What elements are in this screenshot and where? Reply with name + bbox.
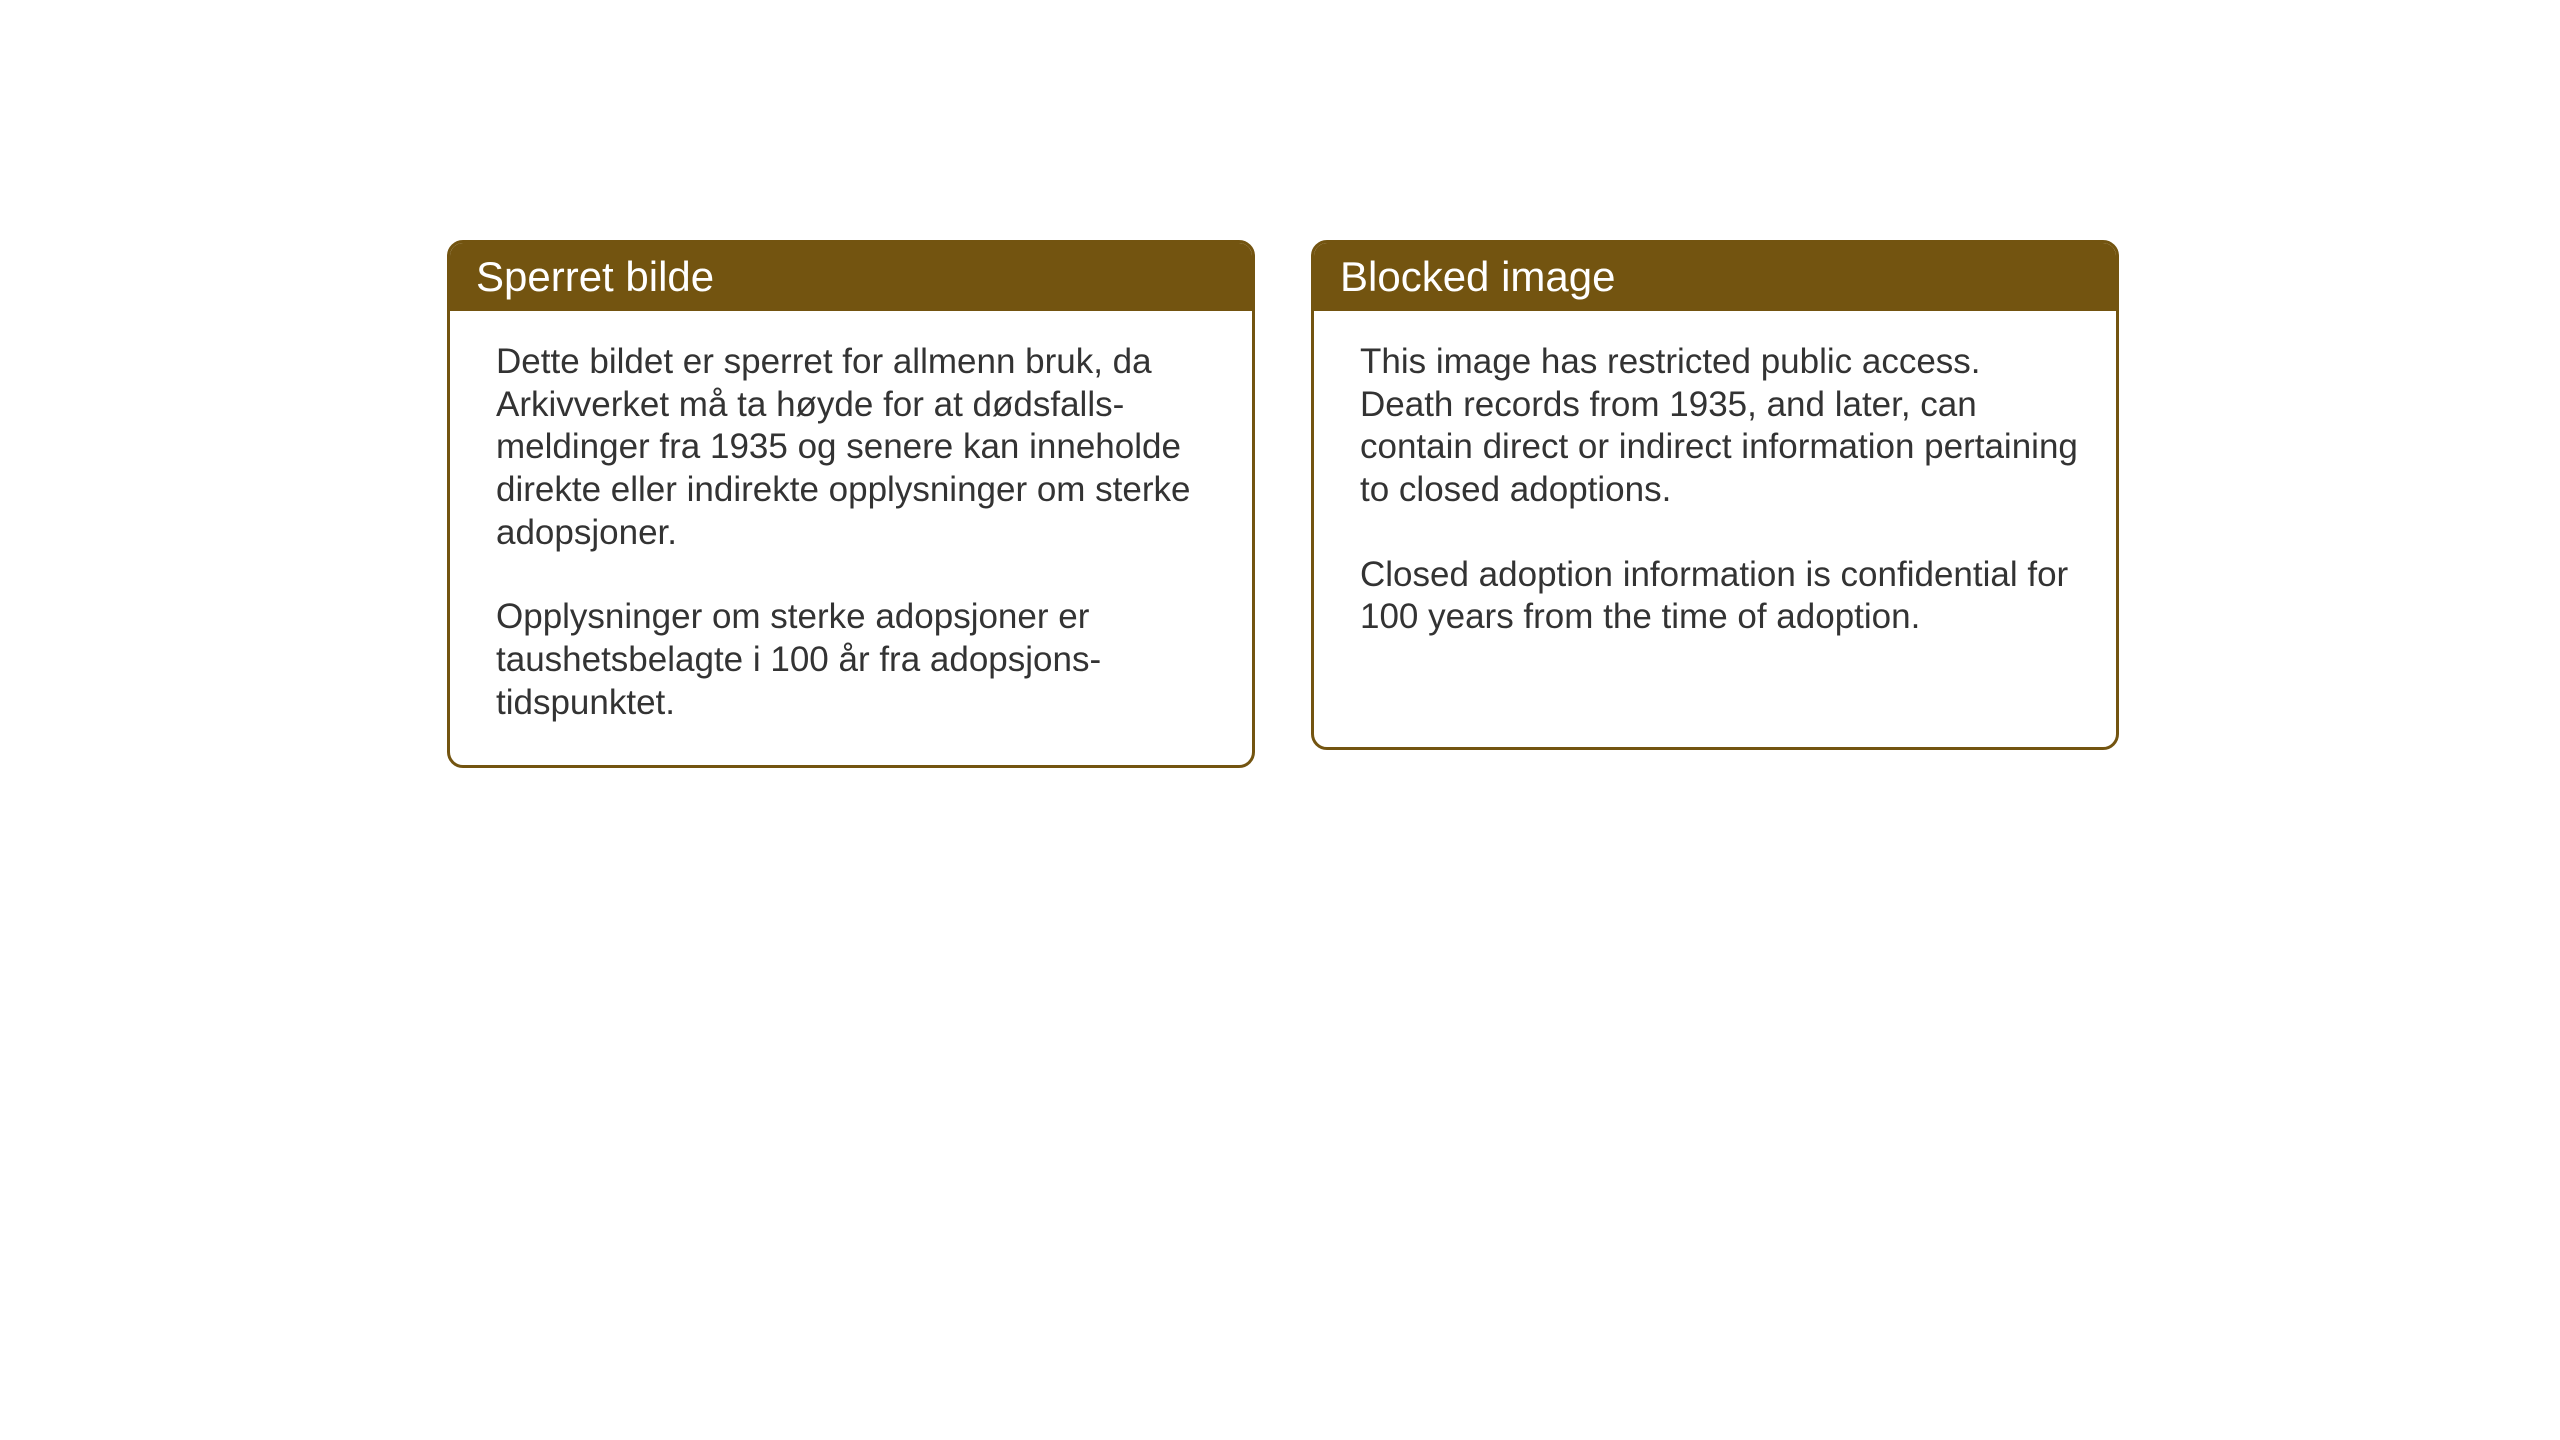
english-paragraph-2: Closed adoption information is confident… [1360, 554, 2080, 639]
norwegian-card-title: Sperret bilde [450, 243, 1252, 311]
norwegian-paragraph-2: Opplysninger om sterke adopsjoner er tau… [496, 596, 1216, 724]
english-card-body: This image has restricted public access.… [1314, 311, 2116, 679]
notice-container: Sperret bilde Dette bildet er sperret fo… [0, 0, 2560, 768]
norwegian-card-body: Dette bildet er sperret for allmenn bruk… [450, 311, 1252, 765]
english-card-title: Blocked image [1314, 243, 2116, 311]
norwegian-notice-card: Sperret bilde Dette bildet er sperret fo… [447, 240, 1255, 768]
norwegian-paragraph-1: Dette bildet er sperret for allmenn bruk… [496, 341, 1216, 554]
english-paragraph-1: This image has restricted public access.… [1360, 341, 2080, 512]
english-notice-card: Blocked image This image has restricted … [1311, 240, 2119, 750]
